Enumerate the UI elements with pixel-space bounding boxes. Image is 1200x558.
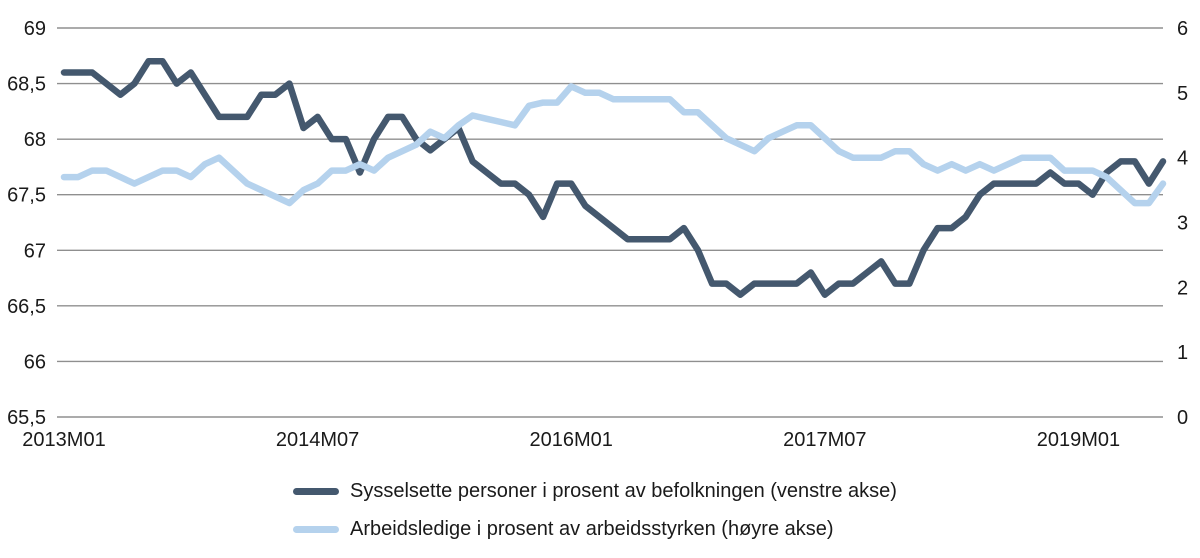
series-line-employment [60, 58, 1167, 298]
y-axis-label-left: 69 [24, 18, 46, 40]
chart-legend: Sysselsette personer i prosent av befolk… [293, 479, 897, 555]
y-axis-label-left: 68 [24, 129, 46, 151]
y-axis-label-left: 66 [24, 351, 46, 373]
y-axis-label-right: 3 [1177, 213, 1188, 235]
y-axis-label-right: 4 [1177, 148, 1188, 170]
x-axis-label: 2016M01 [530, 429, 613, 451]
y-axis-label-right: 0 [1177, 407, 1188, 429]
y-axis-label-left: 68,5 [7, 74, 46, 96]
legend-line-unemployment-swatch [293, 526, 339, 533]
line-chart: 69 68,5 68 67,5 67 66,5 66 65,5 6 5 4 3 2 1 0 2013M01 20… [7, 18, 1188, 451]
legend-label-unemployment: Arbeidsledige i prosent av arbeidsstyrke… [350, 518, 834, 540]
y-axis-label-left: 65,5 [7, 407, 46, 429]
legend-line-employment-swatch [293, 488, 339, 495]
y-axis-label-right: 1 [1177, 342, 1188, 364]
legend-item-unemployment: Arbeidsledige i prosent av arbeidsstyrke… [293, 517, 897, 542]
x-axis-label: 2014M07 [276, 429, 359, 451]
series-line-unemployment [60, 83, 1167, 207]
y-axis-label-right: 2 [1177, 277, 1188, 299]
legend-item-employment: Sysselsette personer i prosent av befolk… [293, 479, 897, 504]
x-axis-label: 2013M01 [22, 429, 105, 451]
y-axis-label-left: 67 [24, 240, 46, 262]
x-axis-label: 2019M01 [1037, 429, 1120, 451]
y-axis-label-left: 66,5 [7, 296, 46, 318]
y-axis-label-right: 5 [1177, 83, 1188, 105]
y-axis-label-left: 67,5 [7, 185, 46, 207]
legend-label-employment: Sysselsette personer i prosent av befolk… [350, 480, 897, 502]
y-axis-label-right: 6 [1177, 18, 1188, 40]
x-axis-label: 2017M07 [783, 429, 866, 451]
